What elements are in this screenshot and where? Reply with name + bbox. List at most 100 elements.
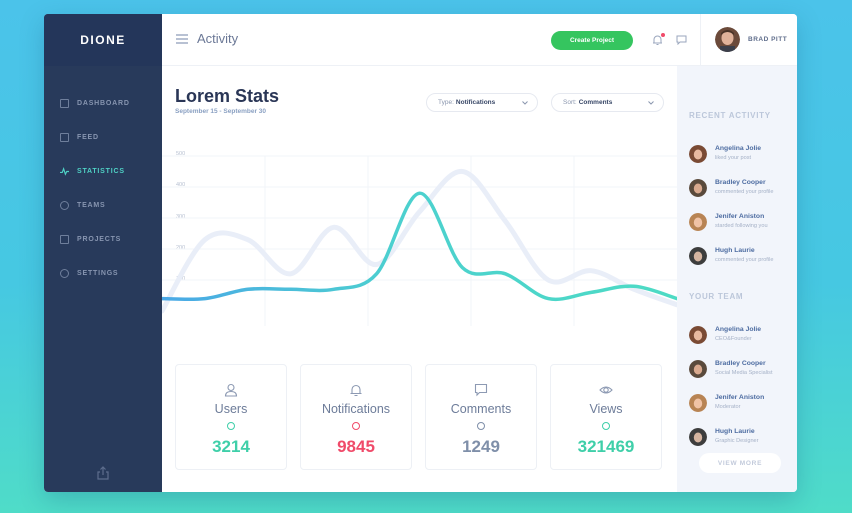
member-name: Angelina Jolie xyxy=(715,326,762,333)
topbar-divider xyxy=(700,14,701,66)
type-filter-value: Notifications xyxy=(455,99,496,106)
eye-icon xyxy=(599,386,613,394)
avatar xyxy=(689,247,707,265)
y-tick-label: 500 xyxy=(176,151,186,157)
team-member[interactable]: Bradley Cooper Social Media Specialist xyxy=(689,359,794,381)
avatar xyxy=(689,394,707,412)
card-value: 9845 xyxy=(337,437,375,456)
sidebar-item-label: SETTINGS xyxy=(77,269,119,277)
series-line xyxy=(162,191,677,302)
member-role: Moderator xyxy=(715,404,741,410)
avatar xyxy=(689,360,707,378)
avatar xyxy=(689,428,707,446)
views-card[interactable]: Views 321469 xyxy=(550,364,662,470)
user-name[interactable]: BRAD PITT xyxy=(748,36,788,43)
member-name: Hugh Laurie xyxy=(715,428,755,435)
card-label: Views xyxy=(589,402,623,416)
sidebar-item-label: STATISTICS xyxy=(77,167,125,175)
activity-text: starded following you xyxy=(715,223,768,229)
card-value: 321469 xyxy=(577,437,635,456)
sidebar-item-teams[interactable]: TEAMS xyxy=(44,188,162,222)
member-role: Graphic Designer xyxy=(715,438,759,444)
card-value: 1249 xyxy=(462,437,500,456)
avatar[interactable] xyxy=(715,27,740,52)
activity-name: Hugh Laurie xyxy=(715,247,755,254)
sort-filter-value: Comments xyxy=(578,99,613,106)
avatar xyxy=(689,213,707,231)
y-tick-label: 300 xyxy=(176,214,186,220)
notifications-card[interactable]: Notifications 9845 xyxy=(300,364,412,470)
right-panel: RECENT ACTIVITY Angelina Jolie liked you… xyxy=(677,66,797,492)
menu-icon[interactable] xyxy=(176,34,188,44)
stat-cards: Users 3214 Notifications 9845 Comments 1… xyxy=(175,364,664,472)
activity-text: commented your profile xyxy=(715,189,774,195)
team-title: YOUR TEAM xyxy=(689,292,744,301)
activity-item[interactable]: Bradley Cooper commented your profile xyxy=(689,178,794,200)
sidebar-item-label: PROJECTS xyxy=(77,235,122,243)
line-chart xyxy=(162,155,677,326)
chat-icon[interactable] xyxy=(676,35,687,45)
sidebar-item-label: FEED xyxy=(77,133,99,141)
page-title: Activity xyxy=(197,31,239,46)
view-more-button[interactable]: VIEW MORE xyxy=(699,453,781,473)
bell-icon[interactable] xyxy=(652,34,663,46)
sidebar-item-settings[interactable]: SETTINGS xyxy=(44,256,162,290)
activity-item[interactable]: Angelina Jolie liked your post xyxy=(689,144,794,166)
avatar xyxy=(689,326,707,344)
share-icon[interactable] xyxy=(96,466,110,480)
app-window: DIONE DASHBOARD FEED STATISTICS TEAMS xyxy=(44,14,797,492)
sidebar-item-statistics[interactable]: STATISTICS xyxy=(44,154,162,188)
comment-icon xyxy=(474,383,488,397)
create-project-button[interactable]: Create Project xyxy=(551,31,633,50)
comments-card[interactable]: Comments 1249 xyxy=(425,364,537,470)
notification-dot xyxy=(661,33,665,37)
activity-item[interactable]: Jenifer Aniston starded following you xyxy=(689,212,794,234)
sidebar-item-dashboard[interactable]: DASHBOARD xyxy=(44,86,162,120)
sort-filter-key: Sort: xyxy=(563,99,577,106)
user-icon xyxy=(60,200,69,210)
card-label: Notifications xyxy=(321,402,391,416)
card-label: Users xyxy=(214,402,248,416)
avatar xyxy=(689,179,707,197)
sidebar-item-projects[interactable]: PROJECTS xyxy=(44,222,162,256)
user-icon xyxy=(224,383,238,397)
stats-title: Lorem Stats xyxy=(175,86,280,106)
activity-name: Jenifer Aniston xyxy=(715,213,765,220)
activity-item[interactable]: Hugh Laurie commented your profile xyxy=(689,246,794,268)
member-name: Bradley Cooper xyxy=(715,360,766,367)
chevron-down-icon xyxy=(648,101,654,105)
sidebar-item-feed[interactable]: FEED xyxy=(44,120,162,154)
y-tick-label: 400 xyxy=(176,182,186,188)
activity-name: Bradley Cooper xyxy=(715,179,766,186)
users-card[interactable]: Users 3214 xyxy=(175,364,287,470)
member-name: Jenifer Aniston xyxy=(715,394,765,401)
bell-icon xyxy=(350,384,362,397)
member-role: CEO&Founder xyxy=(715,336,752,342)
main-content: Lorem Stats September 15 - September 30 … xyxy=(162,66,677,492)
status-dot xyxy=(352,422,360,430)
type-filter-dropdown[interactable]: Type: Notifications xyxy=(426,93,538,112)
sidebar-item-label: DASHBOARD xyxy=(77,99,130,107)
sidebar-item-label: TEAMS xyxy=(77,201,106,209)
document-icon xyxy=(60,98,69,108)
sidebar-nav: DASHBOARD FEED STATISTICS TEAMS PROJECTS xyxy=(44,86,162,290)
activity-text: liked your post xyxy=(715,155,752,161)
folder-icon xyxy=(60,234,69,244)
series-line xyxy=(162,169,677,314)
team-member[interactable]: Hugh Laurie Graphic Designer xyxy=(689,427,794,449)
card-label: Comments xyxy=(450,402,512,416)
recent-activity-title: RECENT ACTIVITY xyxy=(689,111,771,120)
sort-filter-dropdown[interactable]: Sort: Comments xyxy=(551,93,664,112)
status-dot xyxy=(602,422,610,430)
sidebar: DIONE DASHBOARD FEED STATISTICS TEAMS xyxy=(44,14,162,492)
team-member[interactable]: Jenifer Aniston Moderator xyxy=(689,393,794,415)
copy-icon xyxy=(60,132,69,142)
team-member[interactable]: Angelina Jolie CEO&Founder xyxy=(689,325,794,347)
activity-name: Angelina Jolie xyxy=(715,145,762,152)
card-value: 3214 xyxy=(212,437,250,456)
topbar: Activity Create Project BRAD PITT xyxy=(162,14,797,66)
status-dot xyxy=(227,422,235,430)
avatar xyxy=(689,145,707,163)
type-filter-key: Type: xyxy=(438,99,454,106)
date-range: September 15 - September 30 xyxy=(175,108,267,115)
